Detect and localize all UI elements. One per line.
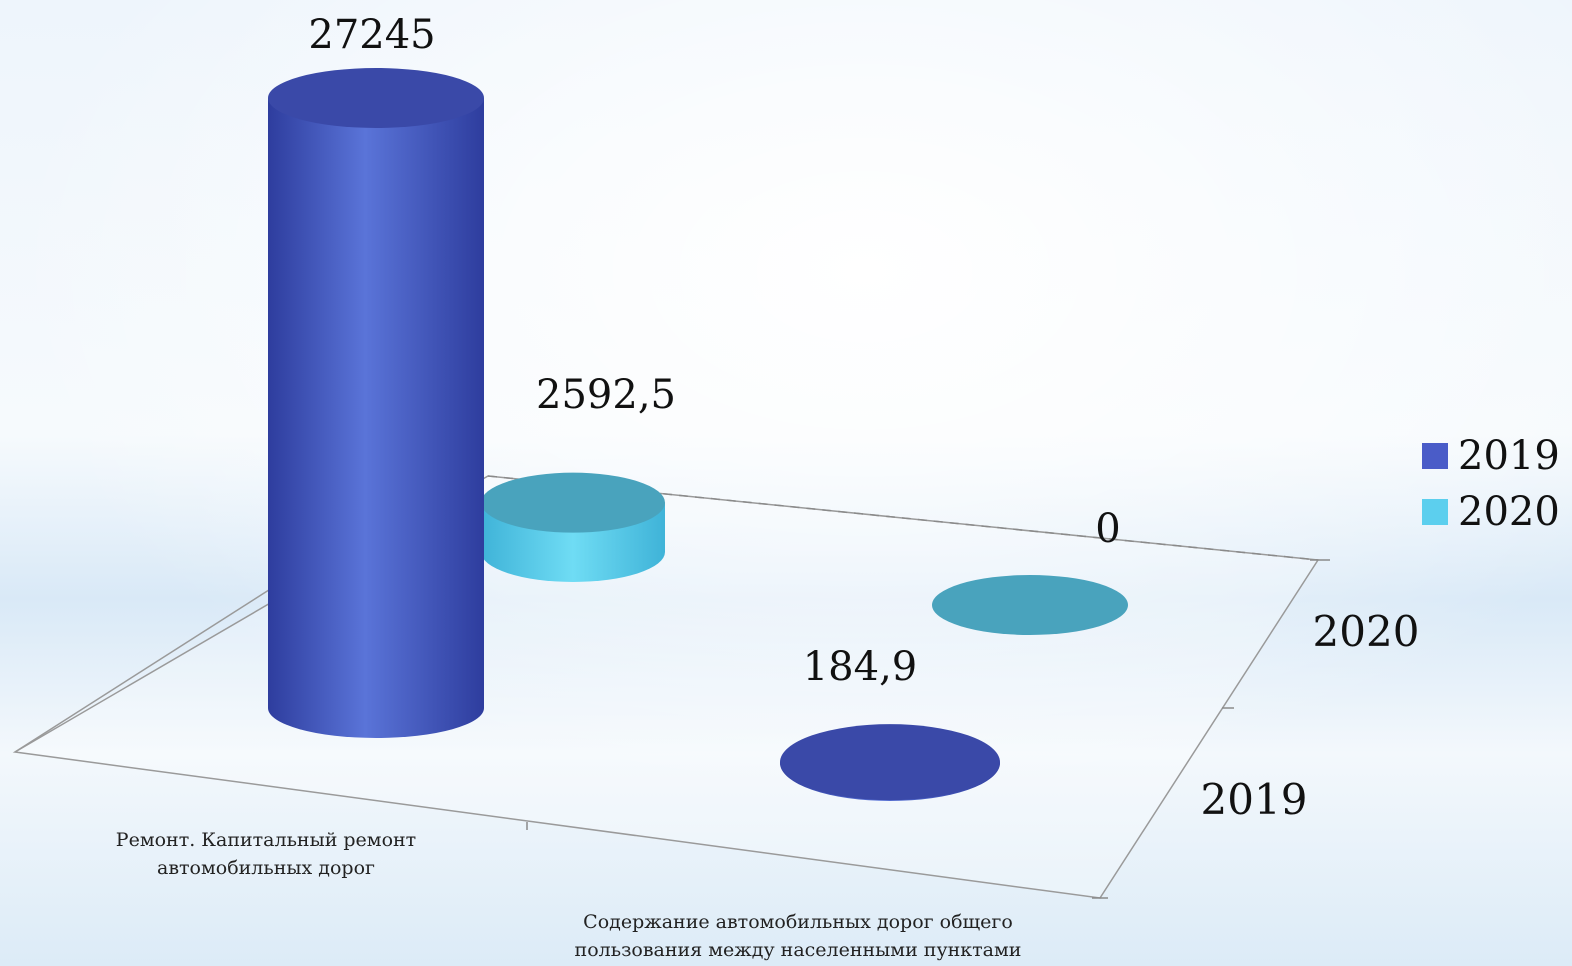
category-label-cat2-line1: Содержание автомобильных дорог общего: [583, 911, 1013, 933]
depth-label-2019: 2019: [1201, 775, 1308, 824]
bar-top: [932, 575, 1128, 635]
data-label-2019-cat2: 184,9: [803, 644, 918, 690]
category-label-cat1-line1: Ремонт. Капитальный ремонт: [116, 829, 416, 851]
bar-side: [268, 98, 484, 738]
bar-top: [780, 724, 1000, 801]
category-label-cat1-line2: автомобильных дорог: [157, 857, 375, 879]
bar-2020-cat2: [932, 575, 1128, 635]
depth-label-2020: 2020: [1313, 607, 1420, 656]
legend-item-2019: 2019: [1422, 428, 1560, 484]
legend-swatch-2019: [1422, 443, 1448, 469]
data-label-2020-cat2: 0: [1095, 506, 1120, 552]
category-label-cat2-line2: пользования между населенными пунктами: [575, 939, 1022, 961]
floor-left-edge: [14, 587, 273, 753]
bar-top: [268, 68, 484, 128]
legend-label-2019: 2019: [1458, 433, 1560, 479]
bar-2019-cat1: [268, 68, 484, 738]
legend-item-2020: 2020: [1422, 484, 1560, 540]
legend-swatch-2020: [1422, 499, 1448, 525]
bar-top: [481, 472, 665, 533]
chart-legend: 2019 2020: [1422, 428, 1560, 540]
legend-label-2020: 2020: [1458, 489, 1560, 535]
data-label-2019-cat1: 27245: [308, 12, 435, 58]
floor-back-edge: [487, 475, 1319, 561]
data-label-2020-cat1: 2592,5: [536, 372, 676, 418]
bar-2020-cat1: [481, 472, 665, 582]
bar-2019-cat2: [780, 724, 1000, 801]
